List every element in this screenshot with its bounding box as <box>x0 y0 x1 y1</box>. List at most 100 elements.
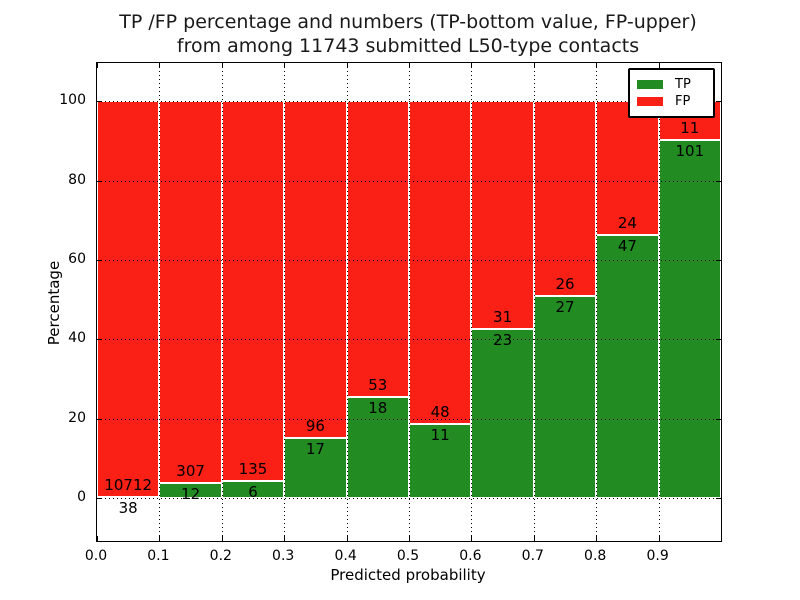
x-tick-label: 0.9 <box>646 548 669 564</box>
x-tick-label: 0.5 <box>396 548 420 564</box>
fp-bar-segment <box>284 101 347 439</box>
x-tick-mark <box>159 536 161 541</box>
tp-count-label: 18 <box>368 399 388 418</box>
fp-bar-segment <box>221 101 285 482</box>
y-tick-mark <box>97 259 102 261</box>
y-tick-label: 60 <box>68 250 86 267</box>
y-tick-label: 0 <box>77 489 86 506</box>
y-tick-mark <box>97 101 102 103</box>
x-tick-mark <box>471 536 473 541</box>
fp-bar-segment <box>471 101 534 330</box>
x-tick-mark <box>284 536 286 541</box>
tp-bar-segment <box>471 329 534 499</box>
x-tick-label: 0.7 <box>521 548 544 564</box>
tp-legend-label: TP <box>675 77 691 92</box>
x-tick-mark-top <box>533 63 535 68</box>
x-tick-mark-top <box>346 63 348 68</box>
vertical-gridline <box>534 63 535 541</box>
tp-count-label: 101 <box>675 142 705 161</box>
fp-bar-segment <box>346 101 409 398</box>
x-tick-mark-top <box>409 63 410 68</box>
fp-legend-label: FP <box>675 94 691 109</box>
tp-legend-swatch <box>637 80 663 89</box>
tp-bar-segment <box>658 140 721 499</box>
tp-count-label: 6 <box>248 483 258 502</box>
y-tick-mark <box>97 498 102 500</box>
y-axis-label: Percentage <box>45 260 63 346</box>
y-tick-label: 40 <box>68 330 86 347</box>
y-tick-mark-right <box>716 259 721 261</box>
x-tick-mark <box>346 536 348 541</box>
y-tick-mark-right <box>716 180 721 182</box>
tp-count-label: 38 <box>118 498 138 517</box>
x-tick-mark <box>533 536 535 541</box>
x-tick-mark <box>221 536 223 541</box>
tp-count-label: 12 <box>181 485 201 504</box>
y-tick-label: 100 <box>59 92 86 109</box>
x-tick-mark-top <box>471 63 473 68</box>
fp-count-label: 10712 <box>104 475 153 494</box>
tp-count-label: 11 <box>430 426 450 445</box>
x-tick-label: 0.8 <box>584 548 607 564</box>
vertical-gridline <box>284 63 285 541</box>
x-tick-mark-top <box>221 63 223 68</box>
y-tick-mark <box>97 180 102 182</box>
tp-bar-segment <box>409 424 472 499</box>
chart-title-line2: from among 11743 submitted L50-type cont… <box>176 35 640 57</box>
tp-count-label: 23 <box>493 331 513 350</box>
fp-count-label: 96 <box>305 417 325 436</box>
vertical-gridline <box>347 63 348 541</box>
y-tick-mark <box>97 339 102 341</box>
x-tick-mark-top <box>159 63 161 68</box>
x-tick-mark-top <box>284 63 286 68</box>
y-tick-mark-right <box>716 498 721 500</box>
x-axis-label: Predicted probability <box>330 566 486 584</box>
y-tick-mark-right <box>716 339 721 341</box>
x-tick-label: 0.3 <box>272 548 295 564</box>
fp-count-label: 11 <box>680 119 700 138</box>
vertical-gridline <box>659 63 660 541</box>
fp-count-label: 26 <box>555 274 575 293</box>
fp-count-label: 24 <box>617 214 637 233</box>
tp-count-label: 27 <box>555 297 575 316</box>
x-tick-mark <box>409 536 410 541</box>
vertical-gridline <box>222 63 223 541</box>
vertical-gridline <box>471 63 472 541</box>
x-tick-label: 0.2 <box>209 548 232 564</box>
y-tick-mark <box>97 418 102 420</box>
tp-bar-segment <box>596 235 659 499</box>
fp-bar-segment <box>159 101 222 484</box>
x-tick-label: 0.1 <box>147 548 170 564</box>
x-tick-mark <box>658 536 660 541</box>
chart-title-line1: TP /FP percentage and numbers (TP-bottom… <box>119 11 697 33</box>
x-tick-label: 0.6 <box>459 548 482 564</box>
fp-count-label: 53 <box>368 376 388 395</box>
tp-count-label: 17 <box>305 440 325 459</box>
fp-bar-segment <box>409 101 472 425</box>
fp-count-label: 135 <box>238 460 268 479</box>
fp-bar-segment <box>97 101 160 497</box>
legend-entry-fp: FP <box>637 93 706 110</box>
chart-title: TP /FP percentage and numbers (TP-bottom… <box>96 10 720 58</box>
x-tick-label: 0.0 <box>84 548 108 564</box>
tp-bar-segment <box>533 295 597 499</box>
y-tick-mark-right <box>716 101 721 103</box>
y-tick-label: 80 <box>68 171 86 188</box>
tp-count-label: 47 <box>617 237 637 256</box>
legend: TP FP <box>628 68 715 118</box>
x-tick-mark <box>596 536 598 541</box>
x-tick-mark-top <box>596 63 598 68</box>
x-tick-mark-top <box>97 63 98 68</box>
fp-count-label: 48 <box>430 403 450 422</box>
vertical-gridline <box>596 63 597 541</box>
fp-count-label: 307 <box>176 462 205 481</box>
fp-count-label: 31 <box>493 308 513 327</box>
x-tick-label: 0.4 <box>334 548 357 564</box>
y-tick-mark-right <box>716 418 721 420</box>
fp-legend-swatch <box>637 97 663 106</box>
vertical-gridline <box>159 63 160 541</box>
x-tick-mark-top <box>658 63 660 68</box>
y-tick-label: 20 <box>68 409 86 426</box>
vertical-gridline <box>409 63 410 541</box>
